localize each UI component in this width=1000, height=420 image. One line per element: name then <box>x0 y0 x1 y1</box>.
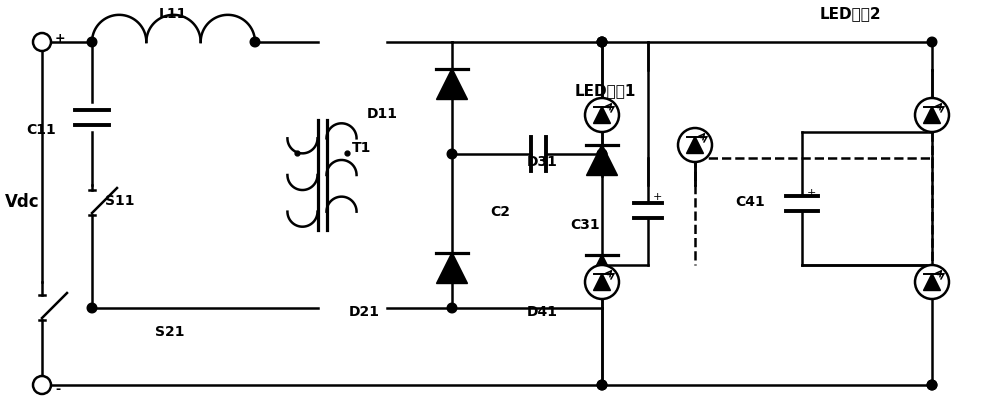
Text: -: - <box>55 383 60 396</box>
Circle shape <box>250 37 260 47</box>
Circle shape <box>597 149 607 159</box>
Text: S11: S11 <box>105 194 134 208</box>
Polygon shape <box>586 144 618 176</box>
Text: L11: L11 <box>159 7 187 21</box>
Circle shape <box>915 265 949 299</box>
Text: C31: C31 <box>570 218 600 232</box>
Circle shape <box>915 98 949 132</box>
Circle shape <box>447 303 457 313</box>
Text: D31: D31 <box>527 155 558 169</box>
Circle shape <box>597 37 607 47</box>
Polygon shape <box>924 107 941 123</box>
Polygon shape <box>436 68 468 100</box>
Circle shape <box>585 265 619 299</box>
Circle shape <box>597 37 607 47</box>
Circle shape <box>597 380 607 390</box>
Polygon shape <box>436 252 468 284</box>
Circle shape <box>87 37 97 47</box>
Text: C2: C2 <box>490 205 510 219</box>
Text: C41: C41 <box>735 195 765 209</box>
Polygon shape <box>686 136 704 153</box>
Circle shape <box>597 380 607 390</box>
Circle shape <box>33 33 51 51</box>
Circle shape <box>927 380 937 390</box>
Text: S21: S21 <box>155 325 184 339</box>
Circle shape <box>678 128 712 162</box>
Text: D11: D11 <box>367 107 398 121</box>
Circle shape <box>447 149 457 159</box>
Circle shape <box>87 303 97 313</box>
Polygon shape <box>594 107 610 123</box>
Polygon shape <box>586 255 618 286</box>
Text: D41: D41 <box>527 305 558 319</box>
Circle shape <box>597 149 607 159</box>
Text: LED负载1: LED负载1 <box>574 83 636 98</box>
Text: T1: T1 <box>352 141 371 155</box>
Polygon shape <box>924 273 941 291</box>
Circle shape <box>33 376 51 394</box>
Text: Vdc: Vdc <box>5 193 40 211</box>
Polygon shape <box>594 273 610 291</box>
Text: C11: C11 <box>26 123 56 137</box>
Text: +: + <box>807 188 816 198</box>
Text: D21: D21 <box>349 305 380 319</box>
Text: LED负载2: LED负载2 <box>819 6 881 21</box>
Text: +: + <box>653 192 662 202</box>
Circle shape <box>927 37 937 47</box>
Circle shape <box>585 98 619 132</box>
Text: +: + <box>55 32 66 45</box>
Circle shape <box>597 37 607 47</box>
Circle shape <box>927 380 937 390</box>
